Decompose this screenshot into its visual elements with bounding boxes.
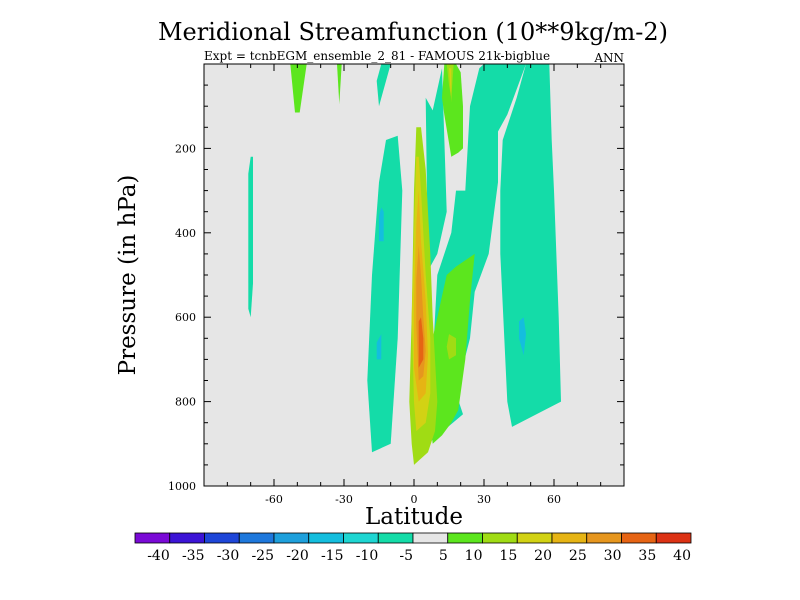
colorbar-label: -40	[147, 548, 170, 564]
y-tick-label: 800	[175, 396, 196, 409]
colorbar-label: 30	[604, 548, 622, 564]
x-tick-label: -60	[265, 493, 283, 506]
y-tick-label: 400	[175, 227, 196, 240]
contour-region-4	[500, 64, 561, 427]
colorbar-swatch	[482, 532, 518, 544]
colorbar-swatch	[343, 532, 379, 544]
y-tick-label: 600	[175, 311, 196, 324]
colorbar-swatch	[308, 532, 344, 544]
y-tick-label: 200	[175, 142, 196, 155]
contour-region-11	[290, 64, 307, 113]
contour-region-13	[446, 334, 456, 360]
colorbar-label: -35	[182, 548, 205, 564]
x-tick-label: 30	[477, 493, 491, 506]
colorbar-swatch	[586, 532, 622, 544]
chart-subtitle-season: ANN	[593, 51, 624, 65]
colorbar-swatch	[377, 532, 414, 544]
contour-region-1	[376, 64, 391, 107]
plot-area	[204, 64, 624, 486]
colorbar-swatch	[134, 532, 171, 544]
colorbar-swatch	[516, 532, 553, 544]
contour-region-17	[449, 68, 452, 102]
colorbar-label: -25	[251, 548, 274, 564]
colorbar-swatch	[238, 532, 275, 544]
x-tick-label: 60	[547, 493, 561, 506]
colorbar-label: -20	[286, 548, 309, 564]
contour-region-5	[248, 156, 253, 318]
colorbar: -40 -35 -30 -25 -20 -15 -10 -5 5 10 15 20 25 30 35 40	[134, 532, 692, 564]
colorbar-label: 25	[569, 548, 587, 564]
x-tick-label: 0	[411, 493, 418, 506]
axes: -60 -30 0 30 60 200 400 600 800 1000	[168, 63, 625, 506]
colorbar-swatch	[447, 532, 483, 544]
colorbar-swatch	[551, 532, 588, 544]
colorbar-label: -30	[217, 548, 240, 564]
contour-region-8	[519, 317, 526, 356]
colorbar-swatch	[273, 532, 310, 544]
x-axis-label: Latitude	[365, 504, 463, 530]
colorbar-label: 10	[465, 548, 483, 564]
colorbar-swatch	[655, 532, 692, 544]
contour-region-7	[376, 334, 382, 360]
colorbar-label: -5	[399, 548, 413, 564]
y-axis-label: Pressure (in hPa)	[115, 175, 141, 376]
colorbar-label: -15	[321, 548, 344, 564]
contour-region-12	[337, 64, 342, 105]
contour-regions	[248, 64, 561, 465]
contour-region-0	[367, 135, 403, 453]
colorbar-label: -10	[356, 548, 379, 564]
colorbar-label: 20	[534, 548, 552, 564]
y-tick-label: 1000	[168, 480, 196, 493]
colorbar-swatch	[169, 532, 205, 544]
contour-region-20	[418, 317, 424, 368]
contour-region-10	[442, 64, 463, 157]
x-tick-label: -30	[335, 493, 353, 506]
colorbar-label: 35	[638, 548, 656, 564]
colorbar-swatch	[621, 532, 657, 544]
chart-subtitle-experiment: Expt = tcnbEGM_ensemble_2_81 - FAMOUS 21…	[204, 49, 550, 63]
contour-region-2	[425, 68, 447, 271]
colorbar-label: 5	[439, 548, 448, 564]
colorbar-swatch	[204, 532, 240, 544]
contour-region-6	[379, 207, 384, 242]
chart-title: Meridional Streamfunction (10**9kg/m-2)	[158, 18, 668, 46]
colorbar-label: 40	[673, 548, 691, 564]
colorbar-swatch	[412, 532, 449, 544]
colorbar-label: 15	[499, 548, 517, 564]
contour-region-19	[416, 245, 426, 381]
